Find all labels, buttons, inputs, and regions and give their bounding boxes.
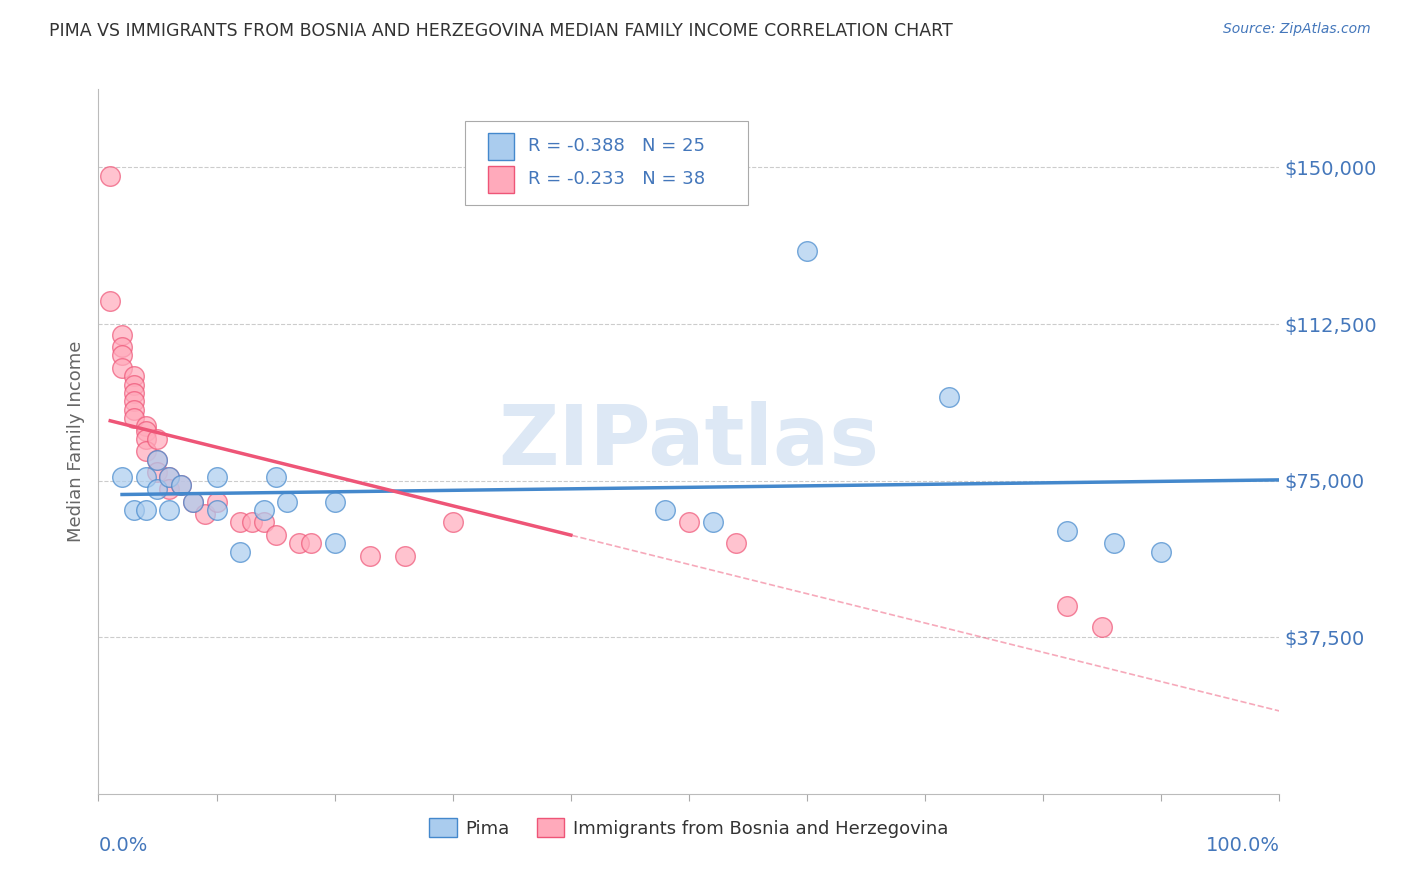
Point [240, 516, 263, 530]
Point [205, 503, 228, 517]
Point [135, 432, 157, 446]
Point [1091, 620, 1114, 634]
Point [135, 444, 157, 458]
Point [938, 390, 960, 404]
Point [725, 536, 748, 550]
Point [135, 424, 157, 438]
Point [122, 411, 145, 425]
Point [323, 536, 346, 550]
Point [135, 469, 157, 483]
Text: 0.0%: 0.0% [98, 836, 148, 855]
Point [146, 432, 169, 446]
Point [157, 469, 180, 483]
Point [135, 419, 157, 434]
Point [111, 469, 134, 483]
Point [1056, 524, 1078, 538]
Text: R = -0.388   N = 25: R = -0.388 N = 25 [529, 137, 706, 155]
Point [229, 516, 252, 530]
Point [157, 503, 180, 517]
FancyBboxPatch shape [488, 133, 515, 160]
Point [264, 528, 287, 542]
Point [146, 452, 169, 467]
Point [253, 503, 276, 517]
Text: 100.0%: 100.0% [1205, 836, 1279, 855]
Point [157, 482, 180, 496]
Point [288, 536, 311, 550]
Point [394, 549, 416, 563]
Point [170, 478, 193, 492]
Point [323, 494, 346, 508]
Point [157, 469, 180, 483]
Point [796, 244, 818, 258]
Point [205, 494, 228, 508]
Point [122, 386, 145, 401]
Point [1102, 536, 1125, 550]
Y-axis label: Median Family Income: Median Family Income [66, 341, 84, 542]
Point [181, 494, 204, 508]
Point [98, 169, 121, 183]
Point [181, 494, 204, 508]
Point [702, 516, 724, 530]
Point [253, 516, 276, 530]
Point [264, 469, 287, 483]
Point [441, 516, 464, 530]
Point [146, 482, 169, 496]
Point [122, 394, 145, 409]
Legend: Pima, Immigrants from Bosnia and Herzegovina: Pima, Immigrants from Bosnia and Herzego… [422, 811, 956, 845]
Point [1056, 599, 1078, 613]
Point [1150, 544, 1173, 558]
Text: PIMA VS IMMIGRANTS FROM BOSNIA AND HERZEGOVINA MEDIAN FAMILY INCOME CORRELATION : PIMA VS IMMIGRANTS FROM BOSNIA AND HERZE… [49, 22, 953, 40]
Point [122, 402, 145, 417]
Point [111, 360, 134, 375]
Point [205, 469, 228, 483]
Text: ZIPatlas: ZIPatlas [499, 401, 879, 482]
Point [194, 507, 217, 521]
Point [299, 536, 322, 550]
Point [678, 516, 700, 530]
Point [122, 503, 145, 517]
Point [276, 494, 298, 508]
Text: R = -0.233   N = 38: R = -0.233 N = 38 [529, 170, 706, 188]
Point [146, 452, 169, 467]
Point [146, 466, 169, 480]
Point [359, 549, 381, 563]
Point [111, 327, 134, 342]
Point [111, 340, 134, 354]
Point [111, 348, 134, 362]
Point [654, 503, 676, 517]
Point [135, 503, 157, 517]
Point [122, 369, 145, 384]
Point [170, 478, 193, 492]
Point [98, 294, 121, 309]
FancyBboxPatch shape [464, 121, 748, 205]
Point [122, 377, 145, 392]
Text: Source: ZipAtlas.com: Source: ZipAtlas.com [1223, 22, 1371, 37]
FancyBboxPatch shape [488, 166, 515, 193]
Point [229, 544, 252, 558]
